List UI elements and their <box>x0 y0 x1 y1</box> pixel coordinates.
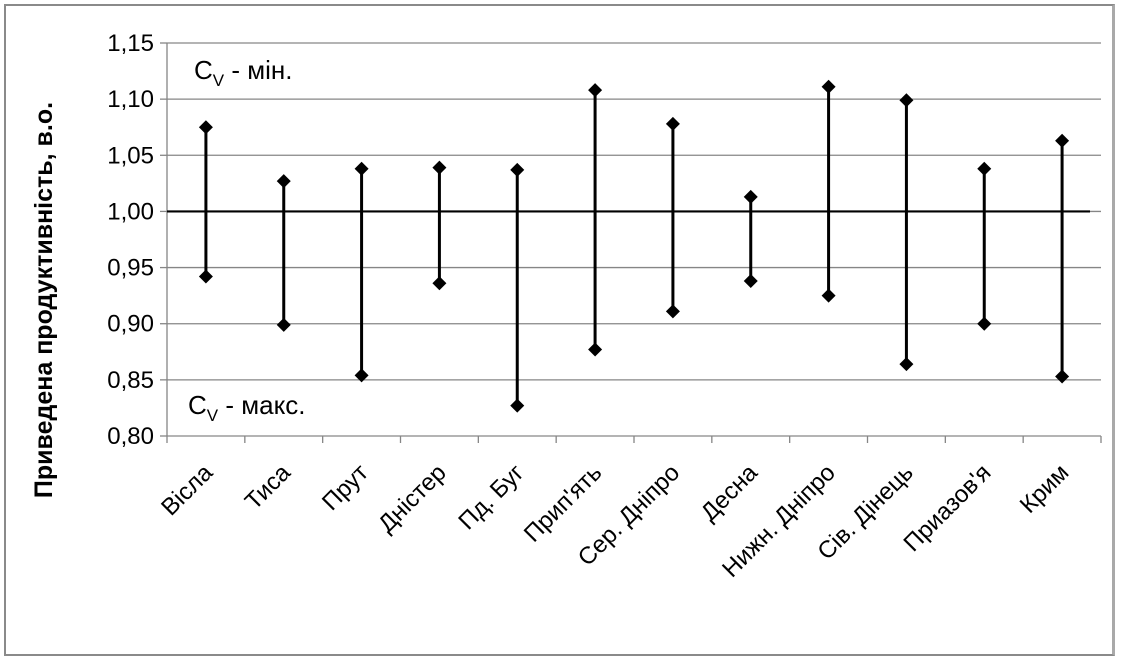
range-marker-low <box>665 304 680 319</box>
annotation-cv-max-text: - макс. <box>218 390 305 420</box>
x-tick-label: Дністер <box>373 459 452 538</box>
x-tick-label: Вісла <box>156 459 218 521</box>
range-marker-high <box>588 83 603 98</box>
range-marker-high <box>276 174 291 189</box>
grid-lines <box>160 42 1102 443</box>
range-marker-low <box>821 288 836 303</box>
range-markers <box>198 79 1070 413</box>
range-marker-high <box>432 160 447 175</box>
range-marker-low <box>354 368 369 383</box>
range-marker-high <box>743 189 758 204</box>
range-marker-high <box>354 161 369 176</box>
range-marker-high <box>821 79 836 94</box>
annotation-cv-min-sub: V <box>213 71 225 90</box>
annotation-cv-max-main: C <box>188 390 207 420</box>
range-marker-low <box>899 357 914 372</box>
range-marker-high <box>665 116 680 131</box>
range-marker-high <box>1055 133 1070 148</box>
range-marker-low <box>510 398 525 413</box>
y-tick-label: 1,05 <box>107 142 154 169</box>
annotation-cv-min-text: - мін. <box>224 55 292 85</box>
x-tick-label: Тиса <box>240 459 297 516</box>
range-marker-low <box>432 276 447 291</box>
y-tick-label: 1,00 <box>107 198 154 225</box>
annotation-cv-max: CV - макс. <box>188 390 305 425</box>
range-marker-high <box>977 161 992 176</box>
x-tick-label: Пд. Буг <box>453 459 529 535</box>
y-tick-labels: 0,80 0,85 0,90 0,95 1,00 1,05 1,10 1,15 <box>107 30 154 450</box>
y-tick-label: 0,90 <box>107 311 154 338</box>
y-tick-label: 0,95 <box>107 255 154 282</box>
x-tick-label: Прут <box>317 459 374 516</box>
range-marker-high <box>899 93 914 108</box>
y-tick-label: 1,10 <box>107 86 154 113</box>
range-marker-low <box>276 317 291 332</box>
y-tick-label: 1,15 <box>107 30 154 57</box>
annotation-cv-max-sub: V <box>207 406 219 425</box>
y-tick-label: 0,85 <box>107 367 154 394</box>
chart-frame <box>4 4 1115 656</box>
y-axis-label: Приведена продуктивність, в.о. <box>30 102 58 498</box>
range-marker-low <box>588 342 603 357</box>
annotation-cv-min: CV - мін. <box>194 55 292 90</box>
range-marker-low <box>198 269 213 284</box>
range-marker-high <box>510 162 525 177</box>
range-marker-low <box>743 274 758 289</box>
y-tick-label: 0,80 <box>107 423 154 450</box>
range-marker-high <box>198 120 213 135</box>
x-tick-label: Десна <box>696 459 764 527</box>
range-marker-low <box>977 316 992 331</box>
range-bars <box>204 86 1064 406</box>
annotation-cv-min-main: C <box>194 55 213 85</box>
range-marker-low <box>1055 369 1070 384</box>
x-tick-label: Крим <box>1015 459 1075 519</box>
x-tick-labels: Вісла Тиса Прут Дністер Пд. БугПрип'ятьСер. … <box>156 459 1074 583</box>
